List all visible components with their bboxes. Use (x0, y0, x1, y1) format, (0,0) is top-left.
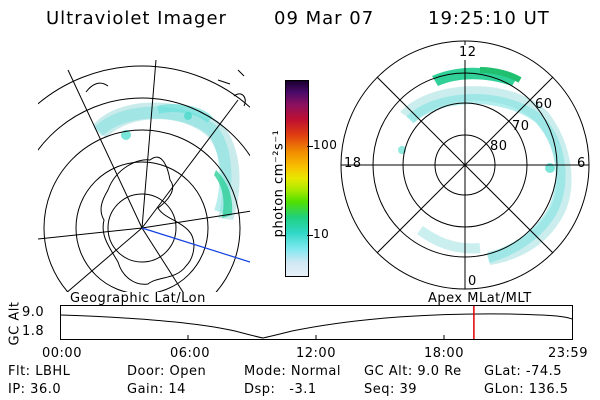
colorbar-tick-label: 100 (313, 138, 338, 152)
altitude-left-title: Geographic Lat/Lon (70, 291, 206, 306)
time-tick: 00:00 (42, 346, 82, 361)
mlt-label-12: 12 (458, 45, 478, 60)
door-info: Door: Open (127, 364, 207, 379)
x-ticks (187, 335, 445, 339)
colorbar-tick-major (307, 235, 313, 236)
gc-alt-info: GC Alt: 9.0 Re (364, 364, 462, 379)
seq-info: Seq: 39 (364, 382, 418, 397)
mlat-label-60: 60 (535, 97, 553, 112)
geographic-map (38, 59, 250, 292)
time-tick: 18:00 (424, 346, 464, 361)
dsp-info: Dsp: -3.1 (244, 382, 317, 397)
glat-info: GLat: -74.5 (484, 364, 563, 379)
ip-info: IP: 36.0 (8, 382, 62, 397)
mlat-label-70: 70 (512, 119, 530, 134)
date-label: 09 Mar 07 (274, 8, 375, 29)
time-tick: 23:59 (548, 346, 588, 361)
projection-line (141, 227, 250, 263)
mlt-label-6: 6 (577, 156, 586, 171)
mlt-label-18: 18 (344, 156, 362, 171)
altitude-curve (60, 313, 573, 339)
altitude-plot (60, 305, 573, 340)
instrument-title: Ultraviolet Imager (46, 8, 227, 29)
time-label: 19:25:10 UT (428, 8, 550, 29)
latitude-circles (38, 65, 250, 292)
altitude-y-label: GC Alt (7, 301, 23, 346)
meridian-lines (38, 59, 250, 292)
mlt-spokes (341, 41, 589, 289)
mlt-label-0: 0 (468, 274, 477, 289)
aurora-emission-left (93, 102, 240, 220)
filter-info: Flt: LBHL (8, 364, 71, 379)
glon-info: GLon: 136.5 (484, 382, 569, 397)
mode-info: Mode: Normal (244, 364, 341, 379)
mlat-label-80: 80 (490, 139, 508, 154)
colorbar-unit-label: photon cm⁻²s⁻¹ (271, 129, 287, 238)
gain-info: Gain: 14 (127, 382, 186, 397)
aurora-emission-right (398, 67, 572, 265)
continent-outline (100, 156, 195, 285)
altitude-right-title: Apex MLat/MLT (428, 291, 532, 306)
colorbar-tick-label: 10 (313, 227, 330, 241)
altitude-ytick: 1.8 (22, 324, 45, 339)
time-tick: 12:00 (296, 346, 336, 361)
time-tick: 06:00 (170, 346, 210, 361)
magnetic-polar-map (340, 40, 590, 290)
colorbar (285, 80, 309, 277)
colorbar-tick-major (307, 146, 313, 147)
altitude-ytick: 9.0 (22, 305, 45, 320)
